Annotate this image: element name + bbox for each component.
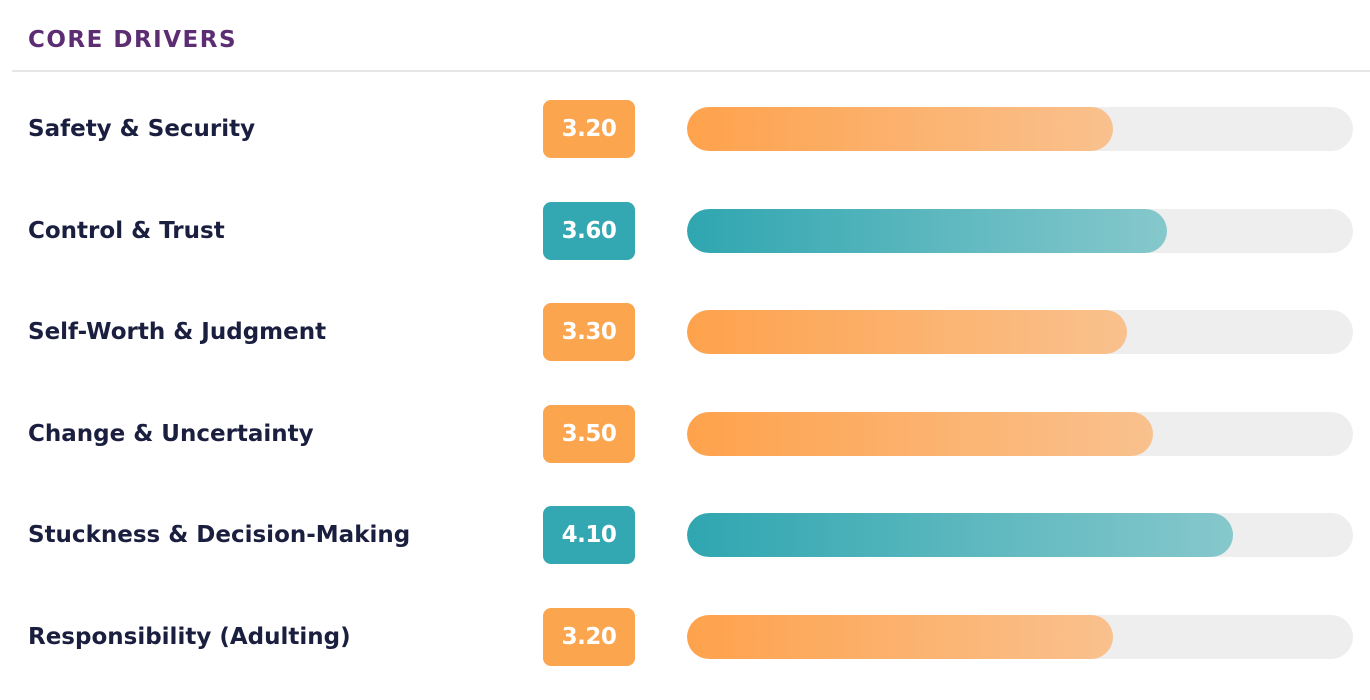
header-divider <box>12 70 1370 72</box>
driver-row-self-worth-judgment: Self-Worth & Judgment 3.30 <box>0 303 1370 361</box>
score-bar-track <box>687 209 1353 253</box>
score-bar-fill <box>687 513 1234 557</box>
driver-label: Change & Uncertainty <box>28 421 314 447</box>
score-bar-fill <box>687 310 1127 354</box>
driver-row-change-uncertainty: Change & Uncertainty 3.50 <box>0 405 1370 463</box>
score-badge: 3.20 <box>543 100 635 158</box>
driver-row-control-trust: Control & Trust 3.60 <box>0 202 1370 260</box>
score-badge: 3.30 <box>543 303 635 361</box>
score-badge: 3.60 <box>543 202 635 260</box>
driver-row-safety-security: Safety & Security 3.20 <box>0 100 1370 158</box>
score-bar-track <box>687 412 1353 456</box>
score-bar-track <box>687 107 1353 151</box>
driver-label: Self-Worth & Judgment <box>28 319 327 345</box>
driver-label: Control & Trust <box>28 218 225 244</box>
score-bar-fill <box>687 107 1114 151</box>
score-bar-track <box>687 513 1353 557</box>
score-bar-fill <box>687 209 1167 253</box>
driver-row-stuckness-decision-making: Stuckness & Decision-Making 4.10 <box>0 506 1370 564</box>
score-badge: 4.10 <box>543 506 635 564</box>
score-bar-track <box>687 310 1353 354</box>
score-bar-fill <box>687 615 1114 659</box>
score-badge: 3.20 <box>543 608 635 666</box>
driver-label: Safety & Security <box>28 116 256 142</box>
score-bar-fill <box>687 412 1154 456</box>
driver-label: Stuckness & Decision-Making <box>28 522 411 548</box>
score-bar-track <box>687 615 1353 659</box>
driver-row-responsibility-adulting: Responsibility (Adulting) 3.20 <box>0 608 1370 666</box>
driver-label: Responsibility (Adulting) <box>28 624 351 650</box>
section-title: CORE DRIVERS <box>28 27 238 53</box>
score-badge: 3.50 <box>543 405 635 463</box>
